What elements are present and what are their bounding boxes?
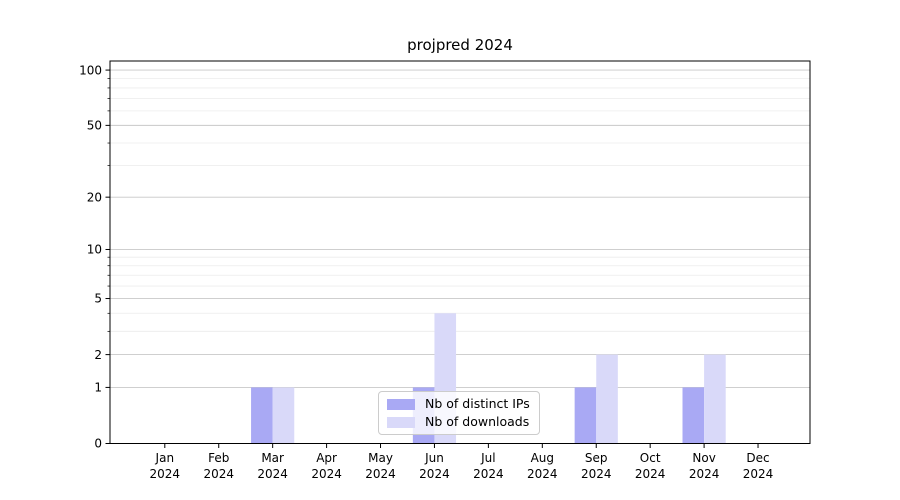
x-tick-label-month: May	[368, 451, 393, 465]
legend-swatch-downloads	[387, 416, 415, 428]
x-tick-label-year: 2024	[527, 467, 558, 481]
x-tick-label-month: Jun	[424, 451, 444, 465]
y-tick-label: 100	[79, 63, 102, 77]
bar-distinct-ips-sep	[574, 387, 597, 444]
plot-frame	[109, 60, 811, 444]
y-tick-label: 0	[94, 437, 102, 451]
x-tick-label-month: Feb	[208, 451, 229, 465]
y-tick-label: 5	[94, 292, 102, 306]
x-tick-label-year: 2024	[203, 467, 234, 481]
x-tick-label-year: 2024	[419, 467, 450, 481]
x-tick-label-year: 2024	[743, 467, 774, 481]
x-tick-label-month: Jan	[155, 451, 175, 465]
bar-distinct-ips-nov	[682, 387, 705, 444]
x-tick-label-month: Dec	[746, 451, 769, 465]
legend-item-downloads: Nb of downloads	[387, 415, 530, 429]
x-tick-label-month: Apr	[316, 451, 337, 465]
legend-item-distinct-ips: Nb of distinct IPs	[387, 397, 530, 411]
x-tick-label-year: 2024	[581, 467, 612, 481]
x-tick-label-year: 2024	[473, 467, 504, 481]
x-tick-label-month: Sep	[585, 451, 608, 465]
bar-distinct-ips-mar	[251, 387, 273, 444]
x-tick-label-month: Aug	[531, 451, 554, 465]
x-tick-label-month: Mar	[261, 451, 284, 465]
bar-downloads-nov	[704, 354, 726, 444]
x-tick-label-year: 2024	[635, 467, 666, 481]
bar-downloads-mar	[272, 387, 295, 444]
x-tick-label-year: 2024	[365, 467, 396, 481]
x-tick-label-year: 2024	[311, 467, 342, 481]
legend-swatch-distinct-ips	[387, 398, 415, 410]
y-tick-label: 10	[87, 243, 102, 257]
legend: Nb of distinct IPs Nb of downloads	[378, 391, 540, 435]
y-tick-label: 20	[87, 190, 102, 204]
bar-downloads-sep	[596, 354, 618, 444]
legend-label-distinct-ips: Nb of distinct IPs	[425, 396, 530, 411]
x-tick-label-year: 2024	[257, 467, 288, 481]
y-tick-label: 2	[94, 348, 102, 362]
y-tick-label: 50	[87, 119, 102, 133]
x-tick-label-month: Oct	[640, 451, 661, 465]
legend-label-downloads: Nb of downloads	[425, 414, 530, 429]
y-tick-label: 1	[94, 381, 102, 395]
x-tick-label-year: 2024	[150, 467, 181, 481]
chart-title: projpred 2024	[407, 36, 513, 54]
x-tick-label-month: Nov	[692, 451, 715, 465]
x-tick-label-year: 2024	[689, 467, 720, 481]
x-tick-label-month: Jul	[480, 451, 495, 465]
